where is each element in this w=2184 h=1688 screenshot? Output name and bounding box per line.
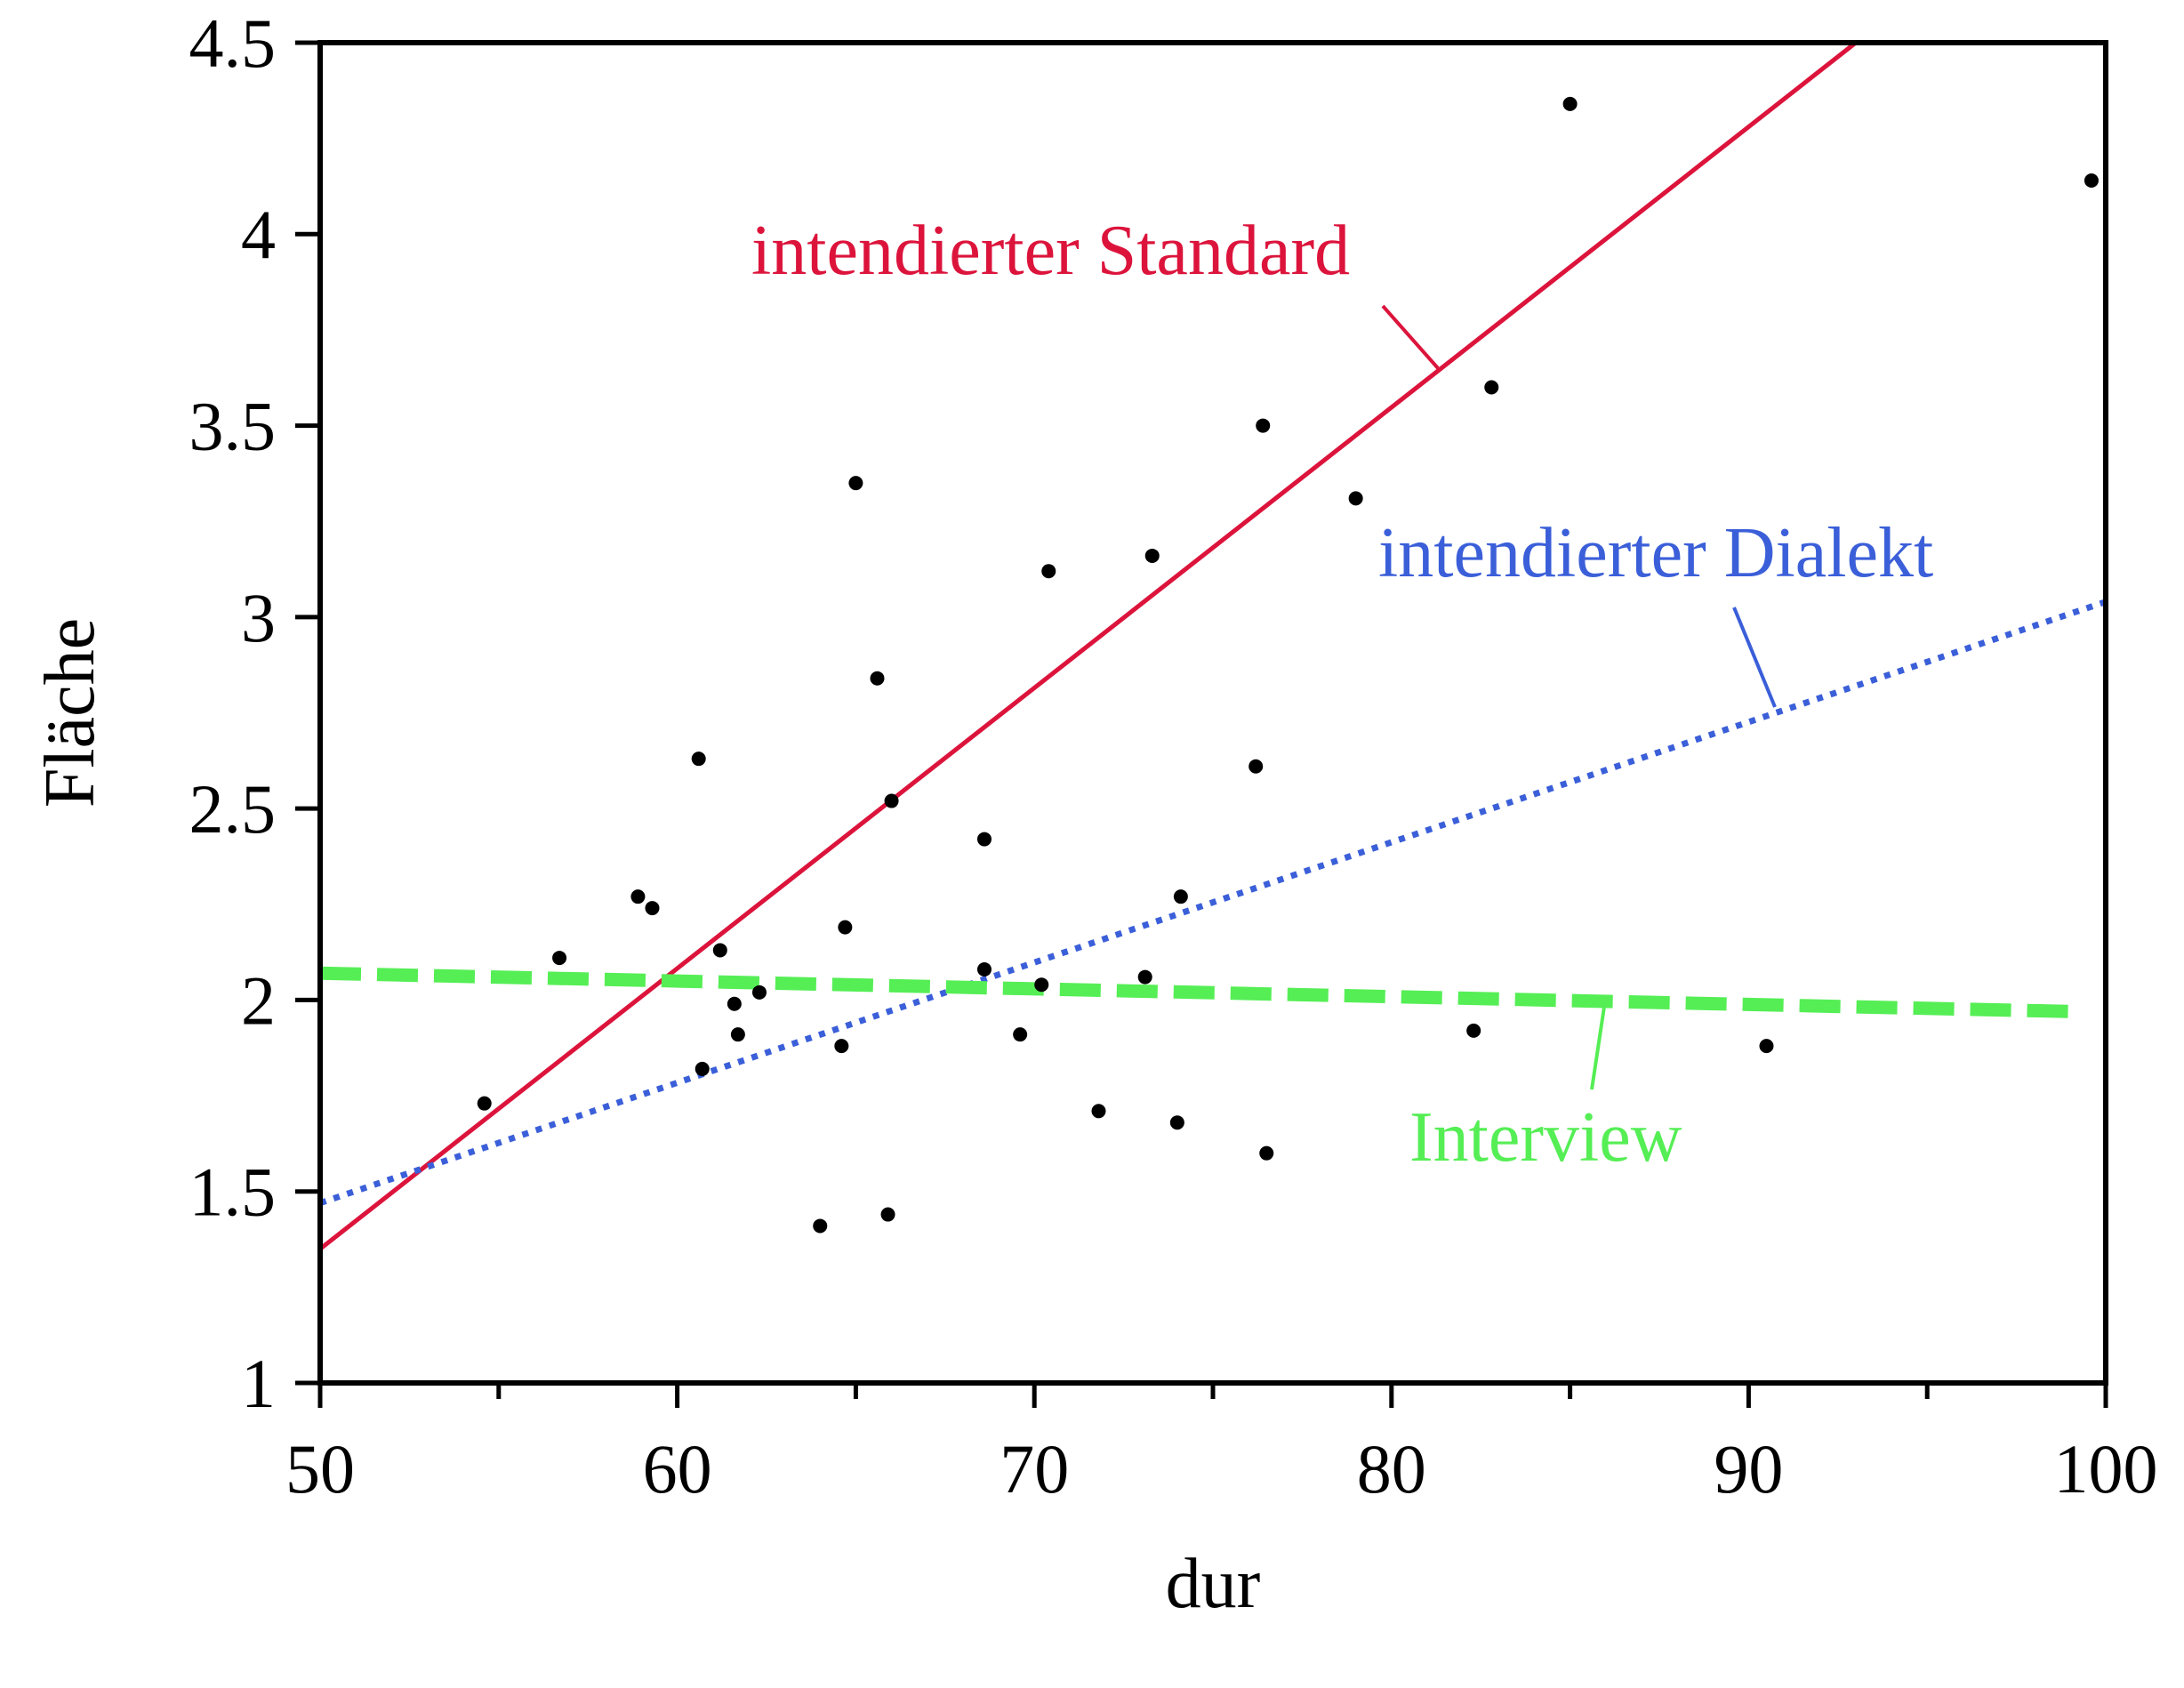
- data-point: [870, 671, 885, 686]
- data-point: [552, 951, 567, 966]
- x-tick-label: 70: [1000, 1430, 1069, 1507]
- data-points: [477, 96, 2099, 1234]
- data-point: [1041, 564, 1056, 579]
- data-point: [880, 1207, 895, 1222]
- data-point: [1144, 548, 1160, 563]
- data-point: [1169, 1115, 1184, 1130]
- data-point: [727, 996, 742, 1011]
- annotation-dialekt: intendierter Dialekt: [1378, 514, 1933, 592]
- data-point: [884, 793, 899, 808]
- annotation-interview: Interview: [1409, 1098, 1682, 1177]
- data-point: [1137, 969, 1152, 985]
- data-point: [1249, 759, 1264, 774]
- data-point: [1466, 1023, 1481, 1038]
- data-point: [1484, 380, 1499, 395]
- data-point: [1173, 889, 1188, 904]
- data-point: [630, 889, 646, 904]
- x-tick-label: 90: [1714, 1430, 1783, 1507]
- regression-line-solid: [318, 41, 1858, 1251]
- data-point: [1013, 1027, 1028, 1042]
- annotation-standard-leader: [1381, 304, 1440, 370]
- data-point: [1256, 418, 1271, 433]
- data-point: [730, 1027, 745, 1042]
- data-point: [976, 832, 992, 847]
- data-point: [751, 985, 767, 1000]
- x-tick-label: 50: [285, 1430, 355, 1507]
- regression-line-dotted: [318, 599, 2108, 1206]
- x-axis-label: dur: [1166, 1545, 1261, 1623]
- y-tick-label: 2.5: [189, 770, 277, 848]
- data-point: [1348, 491, 1363, 506]
- y-tick-label: 4: [241, 196, 276, 273]
- y-tick-label: 4.5: [189, 4, 277, 82]
- regression-line-dashed: [319, 966, 2071, 1018]
- data-point: [976, 961, 992, 977]
- y-tick-label: 3: [241, 579, 276, 656]
- x-tick-label: 80: [1357, 1430, 1426, 1507]
- data-point: [477, 1096, 492, 1111]
- x-tick-label: 60: [643, 1430, 712, 1507]
- annotation-standard: intendierter Standard: [751, 212, 1350, 290]
- annotation-dialekt-leader: [1732, 607, 1777, 708]
- annotation-interview-leader: [1590, 1006, 1606, 1090]
- x-axis: 50 60 70 80 90 100: [285, 1383, 2158, 1507]
- x-tick-label: 100: [2054, 1430, 2158, 1507]
- y-axis-label: Fläche: [31, 618, 109, 808]
- data-point: [691, 752, 706, 767]
- data-point: [838, 920, 853, 935]
- data-point: [712, 943, 727, 958]
- data-point: [848, 476, 863, 491]
- y-tick-label: 1: [241, 1345, 276, 1422]
- data-point: [1034, 977, 1049, 993]
- data-point: [813, 1218, 828, 1234]
- data-point: [695, 1061, 710, 1076]
- y-tick-label: 2: [241, 961, 276, 1039]
- line-annotations: intendierter Standard intendierter Dialek…: [751, 212, 1933, 1177]
- data-point: [834, 1039, 849, 1054]
- y-tick-label: 1.5: [189, 1153, 277, 1231]
- regression-lines: [318, 41, 2108, 1251]
- data-point: [645, 901, 660, 916]
- y-tick-label: 3.5: [189, 388, 277, 465]
- y-axis: 1 1.5 2 2.5 3 3.5 4 4.5: [189, 4, 320, 1422]
- data-point: [1091, 1104, 1106, 1119]
- data-point: [1759, 1039, 1774, 1054]
- data-point: [1259, 1145, 1274, 1161]
- data-point: [2084, 173, 2099, 189]
- data-point: [1562, 96, 1578, 111]
